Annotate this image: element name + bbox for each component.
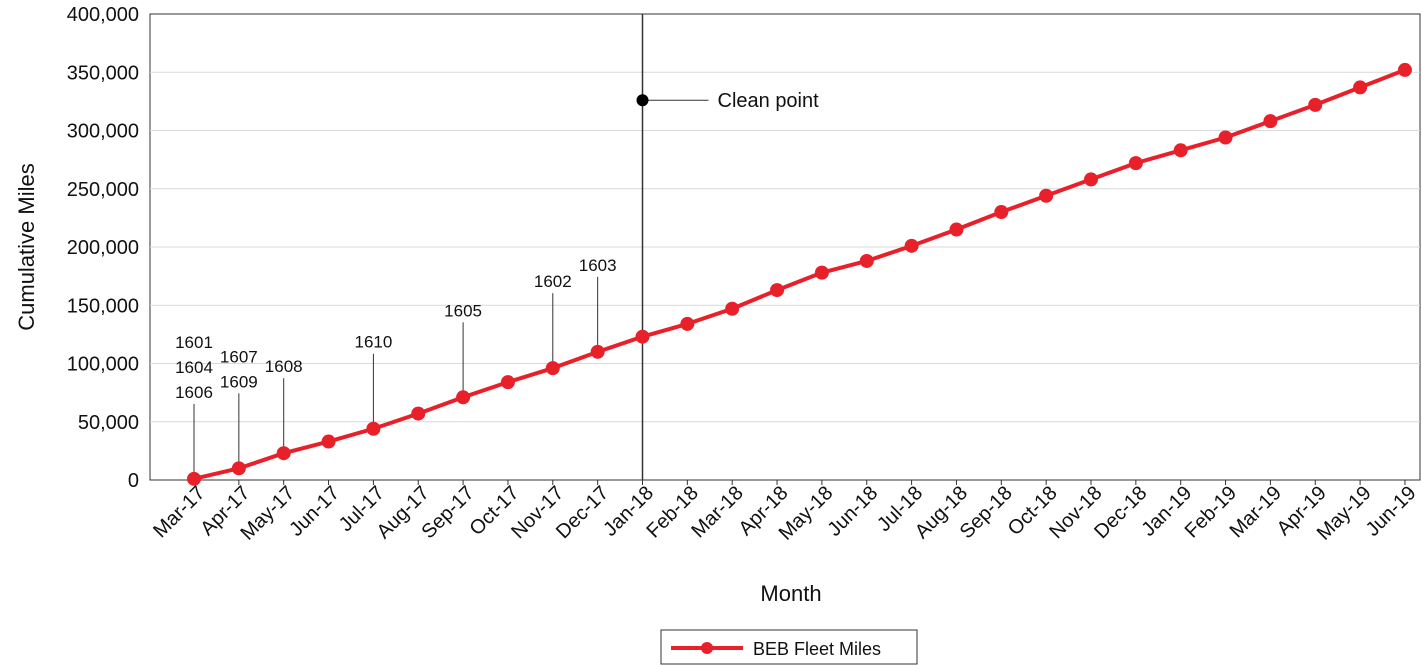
- annotation-label: 1608: [265, 357, 303, 376]
- y-tick-label: 300,000: [67, 121, 139, 143]
- series-point: [1084, 172, 1098, 187]
- series-point: [904, 238, 919, 253]
- x-axis: Mar-17Apr-17May-17Jun-17Jul-17Aug-17Sep-…: [149, 480, 1420, 545]
- x-tick-label: Mar-18: [687, 482, 747, 542]
- gridlines: [150, 71, 1420, 423]
- annotation-label: 1610: [354, 333, 392, 352]
- series-point: [1353, 80, 1368, 95]
- y-tick-label: 0: [128, 470, 139, 492]
- y-axis: 0 50,000 100,000 150,000 200,000 250,000 300,0…: [67, 4, 139, 492]
- legend: BEB Fleet Miles: [660, 629, 918, 665]
- series-point: [1039, 188, 1054, 203]
- series-line: [193, 68, 1406, 481]
- series-point: [994, 205, 1009, 220]
- y-tick-label: 150,000: [67, 295, 139, 317]
- series-point: [814, 265, 829, 280]
- annotation-label: 1607: [220, 347, 258, 366]
- annotation-label: 1604: [175, 358, 213, 377]
- annotation-label: 1601: [175, 333, 213, 352]
- series-point: [276, 446, 291, 461]
- series-point: [680, 316, 695, 331]
- series-point: [500, 375, 515, 390]
- clean-point-label: Clean point: [718, 90, 820, 112]
- annotation-label: 1606: [175, 383, 213, 402]
- y-tick-label: 100,000: [67, 354, 139, 376]
- series-point: [456, 390, 471, 405]
- legend-marker-swatch: [701, 642, 713, 654]
- clean-point-layer: Clean point: [636, 90, 820, 112]
- series-layer: [187, 62, 1412, 486]
- x-tick-label: Jun-18: [823, 482, 882, 541]
- series-point: [366, 421, 381, 436]
- series-point: [859, 253, 874, 268]
- y-tick-label: 350,000: [67, 62, 139, 84]
- clean-point-marker: [636, 94, 649, 107]
- y-tick-label: 50,000: [78, 412, 139, 434]
- annotation-label: 1605: [444, 301, 482, 320]
- annotation-label: 1603: [579, 256, 617, 275]
- x-tick-label: Jun-17: [285, 482, 344, 541]
- annotation-label: 1609: [220, 372, 258, 391]
- series-point: [770, 283, 785, 298]
- series-point: [231, 461, 246, 476]
- series-point: [545, 361, 560, 376]
- y-axis-title: Cumulative Miles: [14, 163, 39, 331]
- series-point: [187, 471, 201, 486]
- legend-label: BEB Fleet Miles: [753, 639, 881, 659]
- annotation-label: 1602: [534, 272, 572, 291]
- series-point: [321, 434, 336, 449]
- x-tick-label: Mar-17: [149, 482, 209, 542]
- series-point: [725, 301, 740, 316]
- series-point: [949, 222, 964, 237]
- series-point: [1263, 114, 1278, 129]
- y-tick-label: 200,000: [67, 237, 139, 259]
- x-tick-label: Mar-19: [1226, 482, 1286, 542]
- annotation-layer: 1601 1604 1606 1607 1609 1608 1610 1605 1602 1603: [175, 256, 617, 479]
- series-point: [635, 329, 650, 344]
- series-point: [1397, 62, 1412, 77]
- x-tick-label: Jun-19: [1362, 482, 1421, 541]
- series-point: [1128, 156, 1143, 171]
- series-point: [1218, 130, 1233, 145]
- series-point: [1308, 97, 1323, 112]
- series-point: [1173, 143, 1188, 158]
- series-point: [411, 406, 426, 421]
- y-tick-label: 400,000: [67, 4, 139, 26]
- series-point: [590, 344, 605, 359]
- y-tick-label: 250,000: [67, 179, 139, 201]
- x-axis-title: Month: [760, 581, 821, 606]
